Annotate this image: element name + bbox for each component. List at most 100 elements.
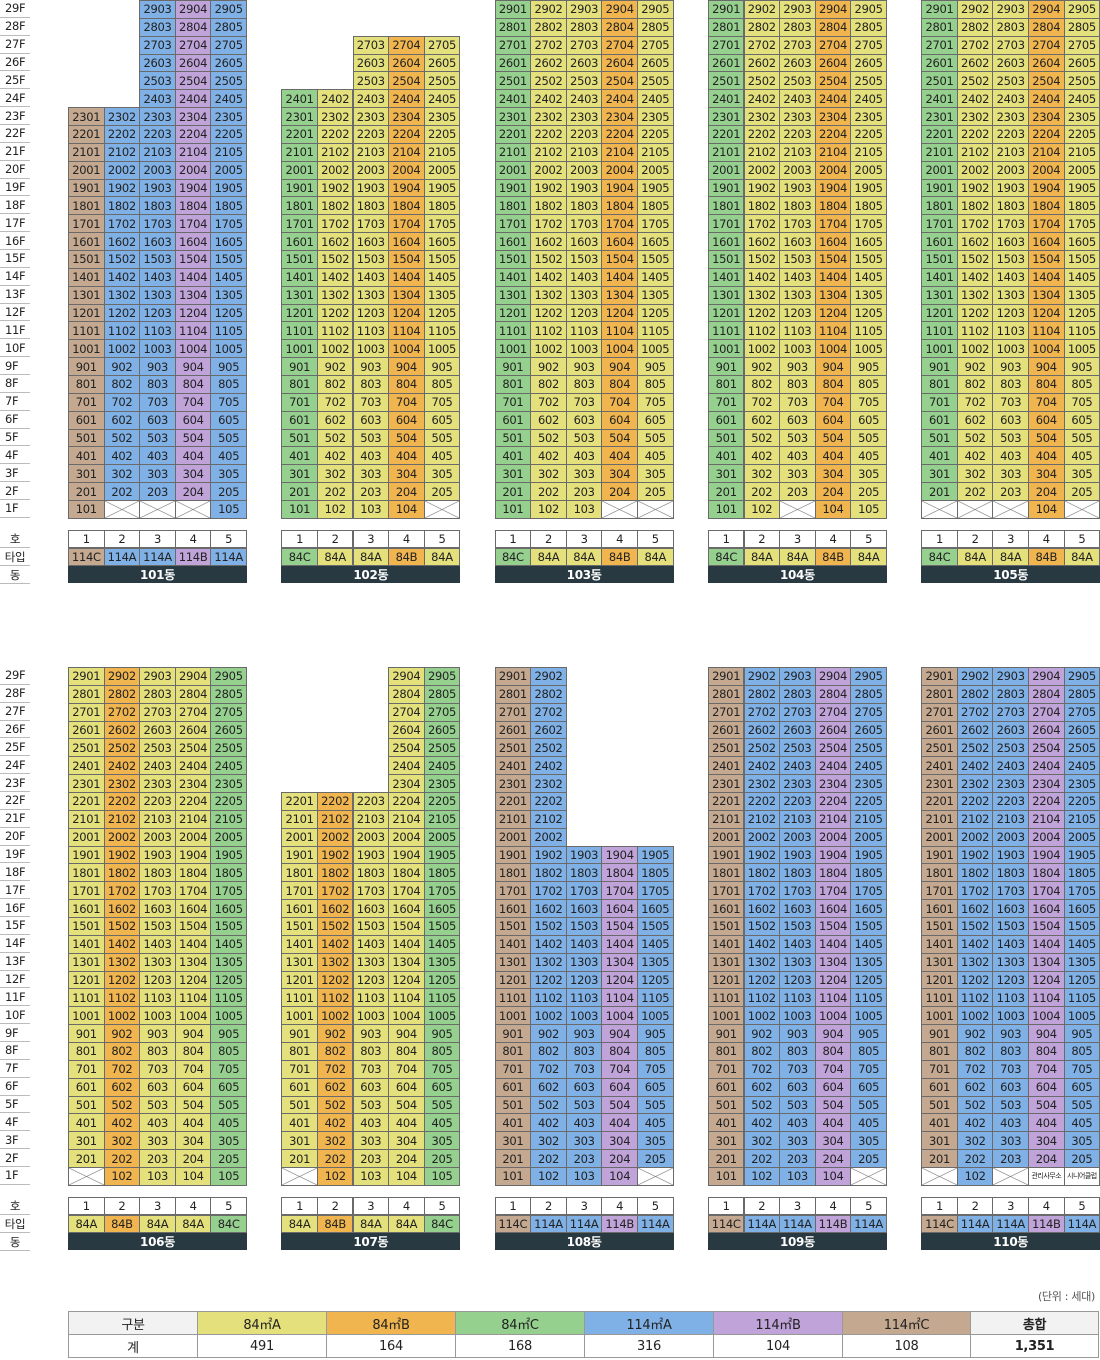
unit-cell: 2303 (352, 107, 390, 126)
unit-cell: 1405 (423, 934, 461, 954)
unit-cell: 405 (423, 1113, 461, 1133)
unit-cell: 505 (850, 1095, 887, 1115)
unit-cell: 903 (779, 357, 816, 376)
unit-cell: 2105 (210, 142, 247, 162)
unit-cell: 1702 (530, 214, 567, 234)
unit-cell: 503 (565, 428, 603, 448)
unit-cell: 2902 (530, 0, 567, 19)
unit-cell: 1902 (530, 845, 567, 865)
unit-cell: 1505 (637, 250, 674, 269)
unit-cell: 2105 (210, 809, 247, 829)
unit-cell: 1402 (103, 267, 141, 287)
unit-cell: 1702 (956, 214, 994, 234)
unit-cell: 1204 (814, 970, 852, 990)
unit-cell: 901 (921, 357, 958, 376)
unit-cell: 401 (494, 1113, 532, 1133)
unit-cell: 2503 (779, 738, 816, 758)
unit-cell: 202 (956, 482, 994, 501)
building-name: 108동 (494, 1233, 674, 1250)
unit-cell: 1902 (956, 178, 994, 198)
unit-cell: 2003 (352, 827, 390, 847)
unit-cell: 2902 (743, 0, 781, 19)
unit-cell: 905 (1063, 357, 1100, 376)
unit-cell: 1101 (921, 321, 958, 341)
unit-cell: 1202 (316, 303, 354, 323)
unit-cell: 2305 (210, 774, 247, 793)
unit-cell: 2202 (956, 125, 994, 144)
unit-cell: 2002 (103, 160, 141, 180)
unit-cell: 2402 (956, 89, 994, 109)
floor-label: 4F (0, 1113, 30, 1132)
building-name: 102동 (281, 566, 461, 583)
closed-unit (1063, 500, 1100, 519)
unit-cell: 2503 (139, 71, 176, 91)
unit-cell: 2401 (921, 89, 958, 109)
unit-cell: 401 (68, 1113, 105, 1133)
unit-cell: 1603 (352, 232, 390, 251)
column-type: 84A (388, 1215, 425, 1233)
unit-cell: 2204 (814, 792, 852, 811)
unit-cell: 1102 (103, 321, 141, 341)
unit-cell: 1804 (601, 863, 638, 883)
unit-cell: 1004 (814, 339, 852, 359)
unit-cell: 303 (352, 464, 390, 484)
unit-cell: 905 (1063, 1024, 1100, 1043)
summary-type: 84㎡A (197, 1311, 327, 1335)
unit-cell: 2201 (707, 792, 745, 811)
unit-cell: 2301 (494, 774, 532, 793)
unit-cell: 304 (601, 1131, 638, 1151)
unit-cell: 1504 (388, 250, 425, 269)
unit-cell: 805 (210, 375, 247, 394)
unit-cell: 2101 (494, 142, 532, 162)
unit-cell: 1101 (281, 321, 318, 341)
unit-cell: 1303 (139, 952, 176, 972)
unit-cell: 2302 (103, 774, 141, 793)
unit-cell: 2703 (992, 35, 1029, 55)
unit-cell: 204 (388, 1149, 425, 1168)
closed-unit (139, 500, 176, 519)
column-number: 5 (423, 530, 461, 548)
unit-cell: 2001 (281, 827, 318, 847)
unit-cell: 2204 (814, 125, 852, 144)
unit-cell: 1405 (850, 934, 887, 954)
unit-cell: 502 (103, 428, 141, 448)
unit-cell: 2202 (956, 792, 994, 811)
unit-cell: 1202 (530, 970, 567, 990)
column-type: 84C (210, 1215, 247, 1233)
unit-cell: 804 (1028, 375, 1065, 394)
column-number: 4 (1028, 530, 1065, 548)
unit-cell: 2802 (956, 17, 994, 37)
unit-cell: 801 (68, 1042, 105, 1061)
unit-cell: 1602 (316, 899, 354, 918)
unit-cell: 501 (921, 1095, 958, 1115)
unit-cell: 2504 (1028, 738, 1065, 758)
unit-cell: 2004 (814, 160, 852, 180)
unit-cell: 1805 (423, 863, 461, 883)
unit-cell: 1005 (637, 1006, 674, 1026)
unit-cell: 2503 (992, 71, 1029, 91)
column-type: 114B (601, 1215, 638, 1233)
unit-cell: 2404 (1028, 89, 1065, 109)
unit-cell: 2205 (850, 125, 887, 144)
unit-cell: 1805 (210, 196, 247, 216)
unit-cell: 601 (707, 410, 745, 430)
unit-cell: 804 (388, 1042, 425, 1061)
unit-cell: 1805 (850, 863, 887, 883)
unit-cell: 1904 (814, 178, 852, 198)
unit-cell: 1502 (103, 917, 141, 936)
unit-cell: 303 (565, 464, 603, 484)
unit-cell: 704 (388, 1059, 425, 1079)
unit-cell: 904 (1028, 1024, 1065, 1043)
column-type: 84A (352, 1215, 390, 1233)
unit-cell: 802 (316, 375, 354, 394)
column-type: 84B (316, 1215, 354, 1233)
unit-cell: 202 (103, 482, 141, 501)
unit-cell: 2002 (316, 160, 354, 180)
unit-cell: 2505 (1063, 71, 1100, 91)
unit-cell: 1203 (139, 970, 176, 990)
unit-cell: 203 (565, 1149, 603, 1168)
floor-label: 12F (0, 971, 30, 989)
floor-label: 20F (0, 161, 30, 179)
unit-cell: 2505 (637, 71, 674, 91)
unit-cell: 405 (210, 446, 247, 466)
